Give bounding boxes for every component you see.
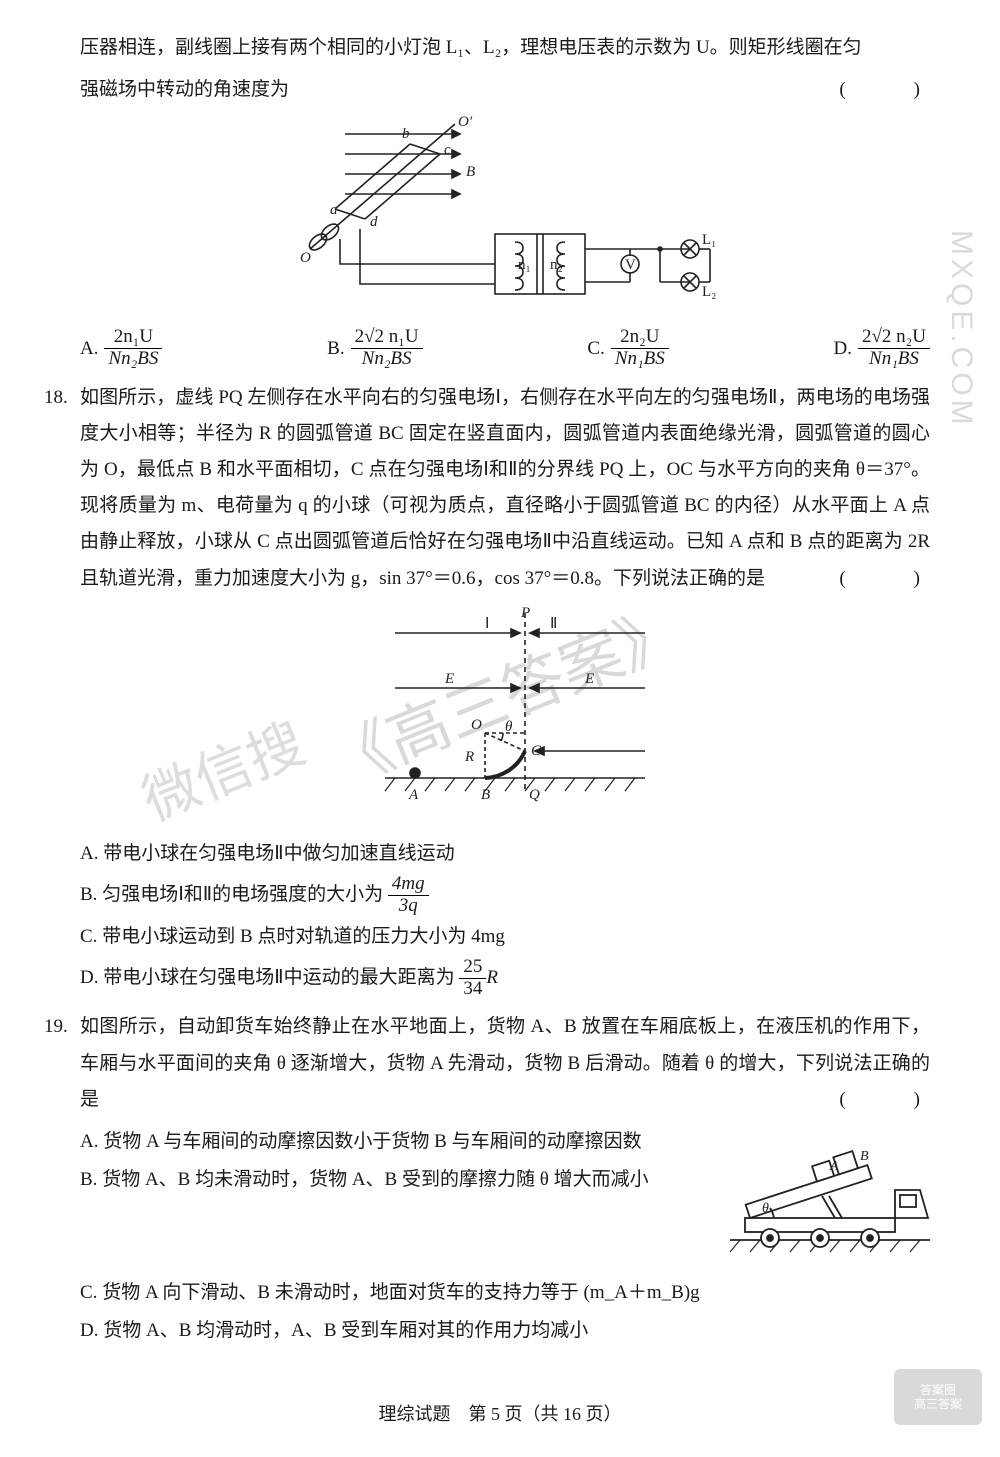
q19-choices: A. 货物 A 与车厢间的动摩擦因数小于货物 B 与车厢间的动摩擦因数 B. 货…: [80, 1124, 720, 1198]
q19: 19. 如图所示，自动卸货车始终静止在水平地面上，货物 A、B 放置在车厢底板上…: [80, 1009, 930, 1349]
choice-text: 货物 A 与车厢间的动摩擦因数小于货物 B 与车厢间的动摩擦因数: [103, 1131, 641, 1152]
q18-choice-D: D. 带电小球在匀强电场Ⅱ中运动的最大距离为 2534R: [80, 957, 930, 1000]
q17-opt-B: B. 2√2 n₁UNn₂BS: [327, 327, 422, 370]
svg-text:b: b: [402, 126, 410, 142]
q19-choice-A: A. 货物 A 与车厢间的动摩擦因数小于货物 B 与车厢间的动摩擦因数: [80, 1124, 720, 1160]
q19-choices-2: C. 货物 A 向下滑动、B 未滑动时，地面对货车的支持力等于 (m_A＋m_B…: [80, 1275, 930, 1349]
q17-opt-C: C. 2n₂UNn₁BS: [587, 327, 668, 370]
q18-figure: Ⅰ Ⅱ P E E O θ R C A B Q: [80, 603, 930, 826]
answer-paren: ( ): [839, 561, 930, 597]
svg-text:θ: θ: [762, 1201, 769, 1216]
q19-choice-D: D. 货物 A、B 均滑动时，A、B 受到车厢对其的作用力均减小: [80, 1313, 930, 1349]
frac-den: 34: [459, 979, 486, 1000]
svg-text:a: a: [330, 202, 338, 218]
svg-text:B: B: [860, 1149, 869, 1164]
svg-text:A: A: [829, 1159, 839, 1174]
frac-num: 4mg: [388, 874, 429, 896]
svg-text:c: c: [444, 142, 451, 158]
q18-body: 如图所示，虚线 PQ 左侧存在水平向右的匀强电场Ⅰ，右侧存在水平向左的匀强电场Ⅱ…: [80, 380, 930, 597]
svg-text:d: d: [370, 214, 378, 230]
svg-text:θ: θ: [505, 719, 513, 735]
svg-text:B: B: [466, 164, 475, 180]
q18-num: 18.: [44, 380, 68, 416]
frac-num: 2n₁U: [104, 327, 162, 349]
q19-choice-C: C. 货物 A 向下滑动、B 未滑动时，地面对货车的支持力等于 (m_A＋m_B…: [80, 1275, 930, 1311]
watermark-side: MXQE.COM: [933, 230, 990, 429]
q19-svg: A B θ: [730, 1130, 930, 1260]
svg-text:B: B: [481, 787, 490, 803]
q17-line1: 压器相连，副线圈上接有两个相同的小灯泡 L₁、L₂，理想电压表的示数为 U。则矩…: [80, 30, 930, 66]
svg-text:O: O: [471, 717, 482, 733]
q17-svg: O O′ b c a d B n₁ n₂ V L₁ L₂: [290, 114, 720, 304]
q18-choice-B: B. 匀强电场Ⅰ和Ⅱ的电场强度的大小为 4mg3q: [80, 874, 930, 917]
frac-den: 3q: [388, 896, 429, 917]
choice-text: 带电小球在匀强电场Ⅱ中运动的最大距离为: [103, 966, 454, 987]
svg-text:A: A: [408, 787, 419, 803]
svg-text:n₂: n₂: [550, 257, 563, 273]
choice-text: 货物 A 向下滑动、B 未滑动时，地面对货车的支持力等于 (m_A＋m_B)g: [102, 1282, 699, 1303]
svg-text:O′: O′: [458, 114, 473, 130]
frac-den: Nn₂BS: [351, 349, 423, 370]
q17-line2: 强磁场中转动的角速度为 ( ): [80, 72, 930, 108]
q18-choices: A. 带电小球在匀强电场Ⅱ中做匀加速直线运动 B. 匀强电场Ⅰ和Ⅱ的电场强度的大…: [80, 836, 930, 1000]
frac-num: 25: [459, 957, 486, 979]
frac-num: 2√2 n₂U: [858, 327, 930, 349]
choice-text: 带电小球运动到 B 点时对轨道的压力大小为 4mg: [102, 926, 505, 947]
q18: 18. 如图所示，虚线 PQ 左侧存在水平向右的匀强电场Ⅰ，右侧存在水平向左的匀…: [80, 380, 930, 999]
q17-options: A. 2n₁UNn₂BS B. 2√2 n₁UNn₂BS C. 2n₂UNn₁B…: [80, 327, 930, 370]
q17-line2-text: 强磁场中转动的角速度为: [80, 79, 289, 100]
q19-body-text: 如图所示，自动卸货车始终静止在水平地面上，货物 A、B 放置在车厢底板上，在液压…: [80, 1016, 930, 1109]
exam-page: 微信搜 《高三答案》 MXQE.COM 答案圈 高三答案 压器相连，副线圈上接有…: [0, 0, 1000, 1457]
q17-opt-D: D. 2√2 n₂UNn₁BS: [833, 327, 930, 370]
svg-text:R: R: [464, 749, 474, 765]
frac-num: 2√2 n₁U: [351, 327, 423, 349]
q17-opt-A: A. 2n₁UNn₂BS: [80, 327, 162, 370]
frac-den: Nn₁BS: [611, 349, 669, 370]
svg-text:Ⅱ: Ⅱ: [550, 616, 557, 632]
svg-text:E: E: [584, 671, 594, 687]
frac-num: 2n₂U: [611, 327, 669, 349]
svg-text:E: E: [444, 671, 454, 687]
svg-text:Q: Q: [529, 787, 540, 803]
choice-text: 货物 A、B 均未滑动时，货物 A、B 受到的摩擦力随 θ 增大而减小: [102, 1169, 648, 1190]
q18-svg: Ⅰ Ⅱ P E E O θ R C A B Q: [325, 603, 685, 813]
q18-choice-C: C. 带电小球运动到 B 点时对轨道的压力大小为 4mg: [80, 919, 930, 955]
choice-text: 货物 A、B 均滑动时，A、B 受到车厢对其的作用力均减小: [103, 1320, 588, 1341]
svg-text:V: V: [625, 257, 636, 273]
q19-body: 如图所示，自动卸货车始终静止在水平地面上，货物 A、B 放置在车厢底板上，在液压…: [80, 1009, 930, 1117]
svg-text:L₂: L₂: [702, 284, 716, 300]
frac-den: Nn₁BS: [858, 349, 930, 370]
svg-text:O: O: [300, 250, 311, 266]
svg-text:C: C: [531, 743, 542, 759]
q18-choice-A: A. 带电小球在匀强电场Ⅱ中做匀加速直线运动: [80, 836, 930, 872]
watermark-corner-top: 答案圈: [920, 1383, 956, 1397]
q19-num: 19.: [44, 1009, 68, 1045]
q17-figure: O O′ b c a d B n₁ n₂ V L₁ L₂: [80, 114, 930, 317]
svg-text:Ⅰ: Ⅰ: [485, 616, 489, 632]
q18-body-text: 如图所示，虚线 PQ 左侧存在水平向右的匀强电场Ⅰ，右侧存在水平向左的匀强电场Ⅱ…: [80, 387, 930, 588]
q19-figure: A B θ: [730, 1130, 930, 1273]
frac-den: Nn₂BS: [104, 349, 162, 370]
page-footer: 理综试题 第 5 页（共 16 页）: [0, 1397, 1000, 1431]
svg-text:P: P: [520, 605, 530, 621]
svg-text:n₁: n₁: [518, 257, 531, 273]
q19-choice-B: B. 货物 A、B 均未滑动时，货物 A、B 受到的摩擦力随 θ 增大而减小: [80, 1162, 720, 1198]
answer-paren: ( ): [839, 1082, 930, 1118]
choice-text: 带电小球在匀强电场Ⅱ中做匀加速直线运动: [103, 843, 454, 864]
choice-text: R: [486, 966, 498, 987]
choice-text: 匀强电场Ⅰ和Ⅱ的电场强度的大小为: [102, 884, 383, 905]
svg-text:L₁: L₁: [702, 232, 716, 248]
answer-paren: ( ): [839, 72, 930, 108]
